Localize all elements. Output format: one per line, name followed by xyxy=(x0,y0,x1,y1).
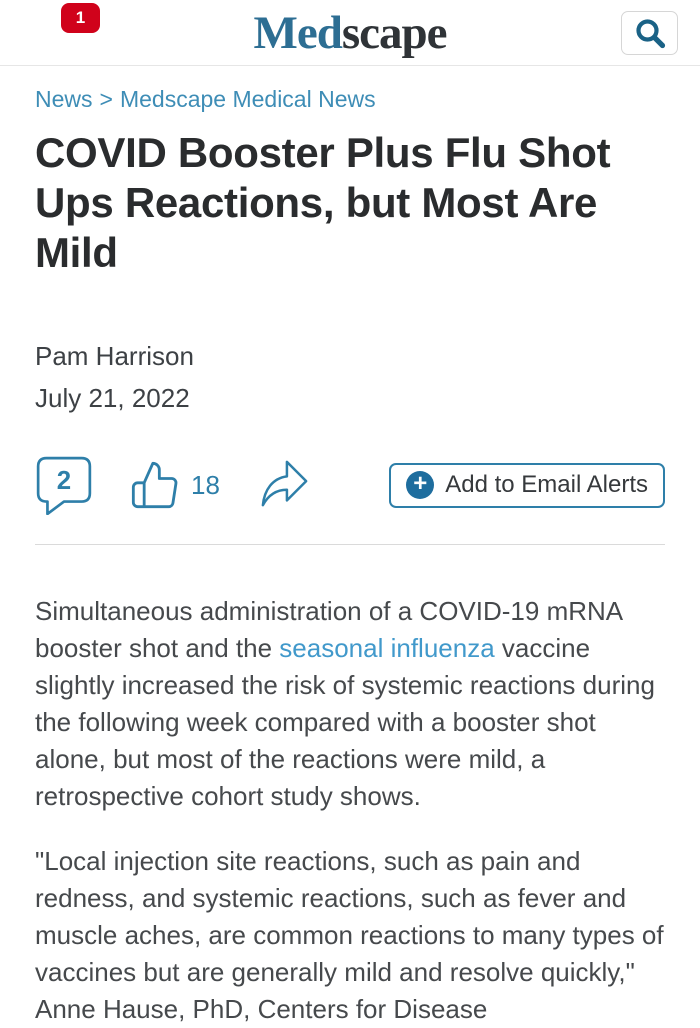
plus-circle-icon: + xyxy=(406,471,435,499)
comment-count: 2 xyxy=(57,467,71,495)
article-title: COVID Booster Plus Flu Shot Ups Reaction… xyxy=(35,129,611,276)
email-alerts-label: Add to Email Alerts xyxy=(445,471,648,498)
like-count: 18 xyxy=(191,469,220,500)
article-paragraph-2: "Local injection site reactions, such as… xyxy=(35,846,664,1024)
breadcrumb-link-medscape-medical-news[interactable]: Medscape Medical News xyxy=(119,86,376,112)
magnifying-glass-icon xyxy=(635,18,665,48)
share-arrow-icon xyxy=(261,460,308,507)
menu-button[interactable]: 1 xyxy=(35,2,100,53)
article-author: Pam Harrison xyxy=(35,341,194,371)
article-paragraph-1: Simultaneous administration of a COVID-1… xyxy=(35,593,665,815)
engagement-bar: 2 18 + Add to Email Alerts xyxy=(35,449,665,521)
search-button[interactable] xyxy=(621,10,678,55)
add-to-email-alerts-button[interactable]: + Add to Email Alerts xyxy=(389,462,665,508)
seasonal-influenza-link[interactable]: seasonal influenza xyxy=(279,633,495,663)
thumbs-up-icon xyxy=(131,461,178,509)
paragraph-1-text-before: Simultaneous administration of a COVID-1… xyxy=(35,596,622,663)
logo-part-med: Med xyxy=(253,7,342,59)
speech-bubble-icon: 2 xyxy=(36,456,92,515)
comments-button[interactable]: 2 xyxy=(35,455,93,515)
breadcrumb-separator: > xyxy=(99,86,113,112)
breadcrumb-link-news[interactable]: News xyxy=(35,86,93,112)
share-button[interactable] xyxy=(260,457,310,513)
logo-part-scape: scape xyxy=(341,7,448,59)
medscape-logo[interactable]: Medscape xyxy=(253,6,448,60)
top-bar: 1 Medscape xyxy=(0,0,700,66)
paragraph-1-text-after: vaccine slightly increased the risk of s… xyxy=(35,633,655,811)
article-page: News > Medscape Medical News COVID Booster… xyxy=(0,86,700,1028)
breadcrumb: News > Medscape Medical News xyxy=(35,86,665,113)
like-button[interactable]: 18 xyxy=(129,459,220,511)
notification-badge: 1 xyxy=(61,2,100,33)
article-date: July 21, 2022 xyxy=(35,383,190,413)
section-divider xyxy=(35,544,665,545)
